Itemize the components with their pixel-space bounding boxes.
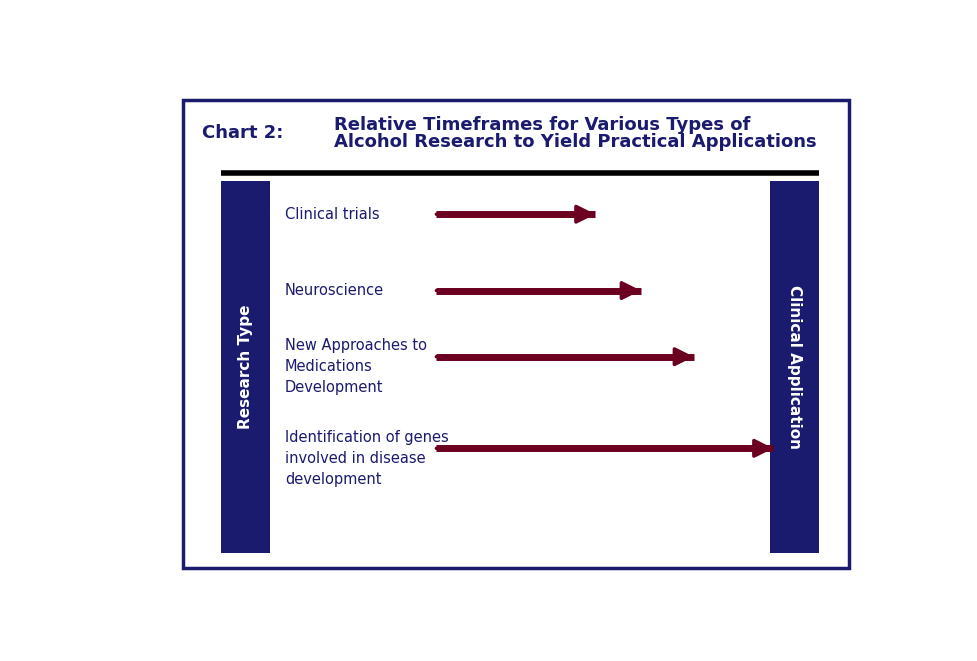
Text: New Approaches to
Medications
Development: New Approaches to Medications Developmen… xyxy=(285,338,427,395)
Text: Research Type: Research Type xyxy=(237,305,253,429)
Text: Clinical Application: Clinical Application xyxy=(786,285,801,449)
Bar xyxy=(221,181,270,553)
Text: Alcohol Research to Yield Practical Applications: Alcohol Research to Yield Practical Appl… xyxy=(334,134,817,151)
Text: Chart 2:: Chart 2: xyxy=(201,124,283,141)
Text: Neuroscience: Neuroscience xyxy=(285,283,384,298)
Bar xyxy=(183,100,849,568)
Bar xyxy=(770,181,819,553)
Text: Identification of genes
involved in disease
development: Identification of genes involved in dise… xyxy=(285,430,448,487)
Text: Clinical trials: Clinical trials xyxy=(285,207,379,221)
Text: Relative Timeframes for Various Types of: Relative Timeframes for Various Types of xyxy=(334,116,750,134)
